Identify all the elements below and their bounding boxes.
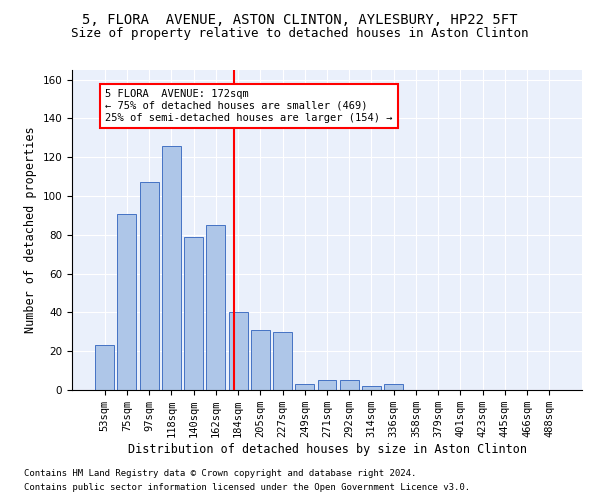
X-axis label: Distribution of detached houses by size in Aston Clinton: Distribution of detached houses by size …	[128, 443, 527, 456]
Bar	[317, 380, 337, 390]
Bar	[118, 214, 136, 390]
Bar	[340, 380, 359, 390]
Bar	[251, 330, 270, 390]
Bar	[162, 146, 181, 390]
Bar	[184, 237, 203, 390]
Bar	[295, 384, 314, 390]
Text: Contains public sector information licensed under the Open Government Licence v3: Contains public sector information licen…	[24, 484, 470, 492]
Bar	[384, 384, 403, 390]
Bar	[206, 225, 225, 390]
Bar	[362, 386, 381, 390]
Text: 5 FLORA  AVENUE: 172sqm
← 75% of detached houses are smaller (469)
25% of semi-d: 5 FLORA AVENUE: 172sqm ← 75% of detached…	[105, 90, 392, 122]
Text: Contains HM Land Registry data © Crown copyright and database right 2024.: Contains HM Land Registry data © Crown c…	[24, 468, 416, 477]
Bar	[229, 312, 248, 390]
Bar	[140, 182, 158, 390]
Y-axis label: Number of detached properties: Number of detached properties	[24, 126, 37, 334]
Bar	[273, 332, 292, 390]
Text: Size of property relative to detached houses in Aston Clinton: Size of property relative to detached ho…	[71, 28, 529, 40]
Bar	[95, 346, 114, 390]
Text: 5, FLORA  AVENUE, ASTON CLINTON, AYLESBURY, HP22 5FT: 5, FLORA AVENUE, ASTON CLINTON, AYLESBUR…	[82, 12, 518, 26]
